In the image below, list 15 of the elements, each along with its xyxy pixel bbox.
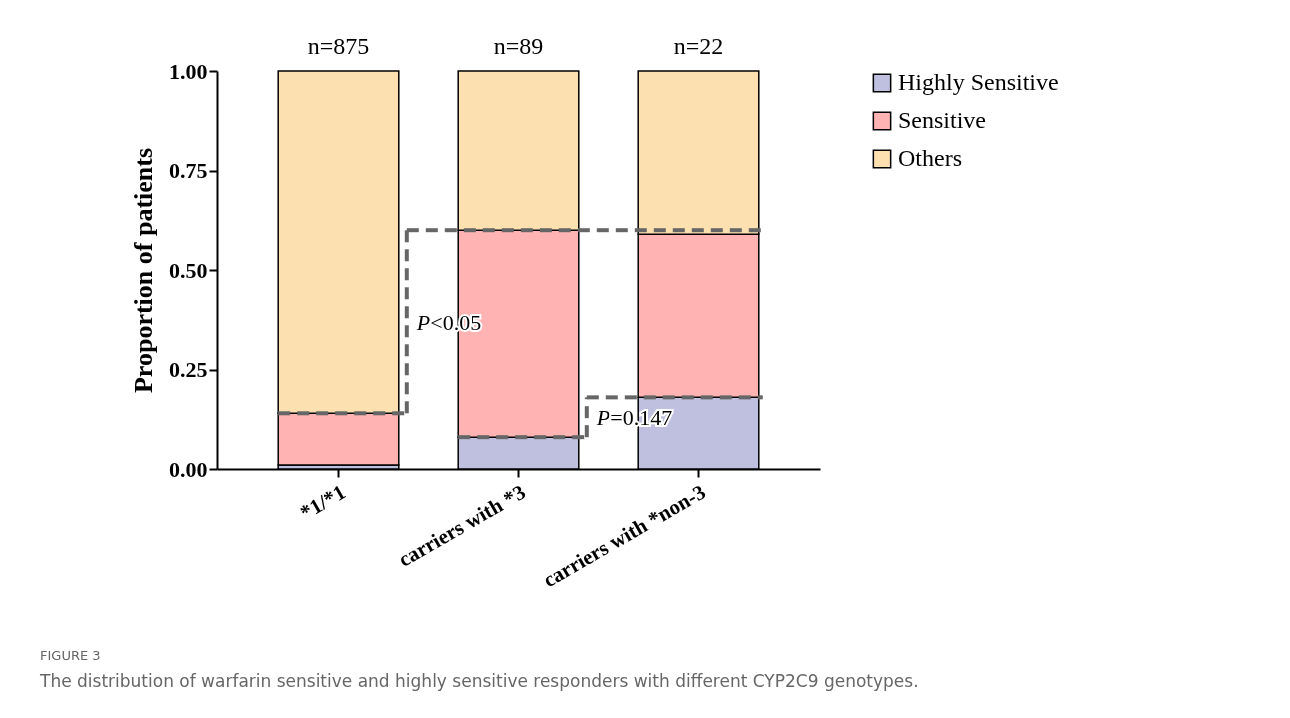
legend-label: Others <box>898 145 962 171</box>
legend-label: Highly Sensitive <box>898 69 1059 95</box>
annotation: n=875 <box>307 33 370 59</box>
annotation: n=22 <box>673 33 724 59</box>
y-tick-label: 0.25 <box>169 357 208 382</box>
text: The distribution of warfarin sensitive and highly sensitive responders with different CYP2C9 genotypes. <box>40 671 919 691</box>
y-tick-label: 0.00 <box>169 456 208 482</box>
y-tick-label: 0.75 <box>169 158 208 183</box>
annotation: n=89 <box>493 33 544 59</box>
y-axis-title: Proportion of patients <box>129 147 158 394</box>
legend-label: Sensitive <box>898 107 986 133</box>
caption: FIGURE 3 <box>40 648 102 663</box>
y-tick-label: 0.50 <box>169 257 208 283</box>
y-tick-label: 1.00 <box>169 58 208 84</box>
x-tick-label: *1/*1 <box>296 479 350 525</box>
